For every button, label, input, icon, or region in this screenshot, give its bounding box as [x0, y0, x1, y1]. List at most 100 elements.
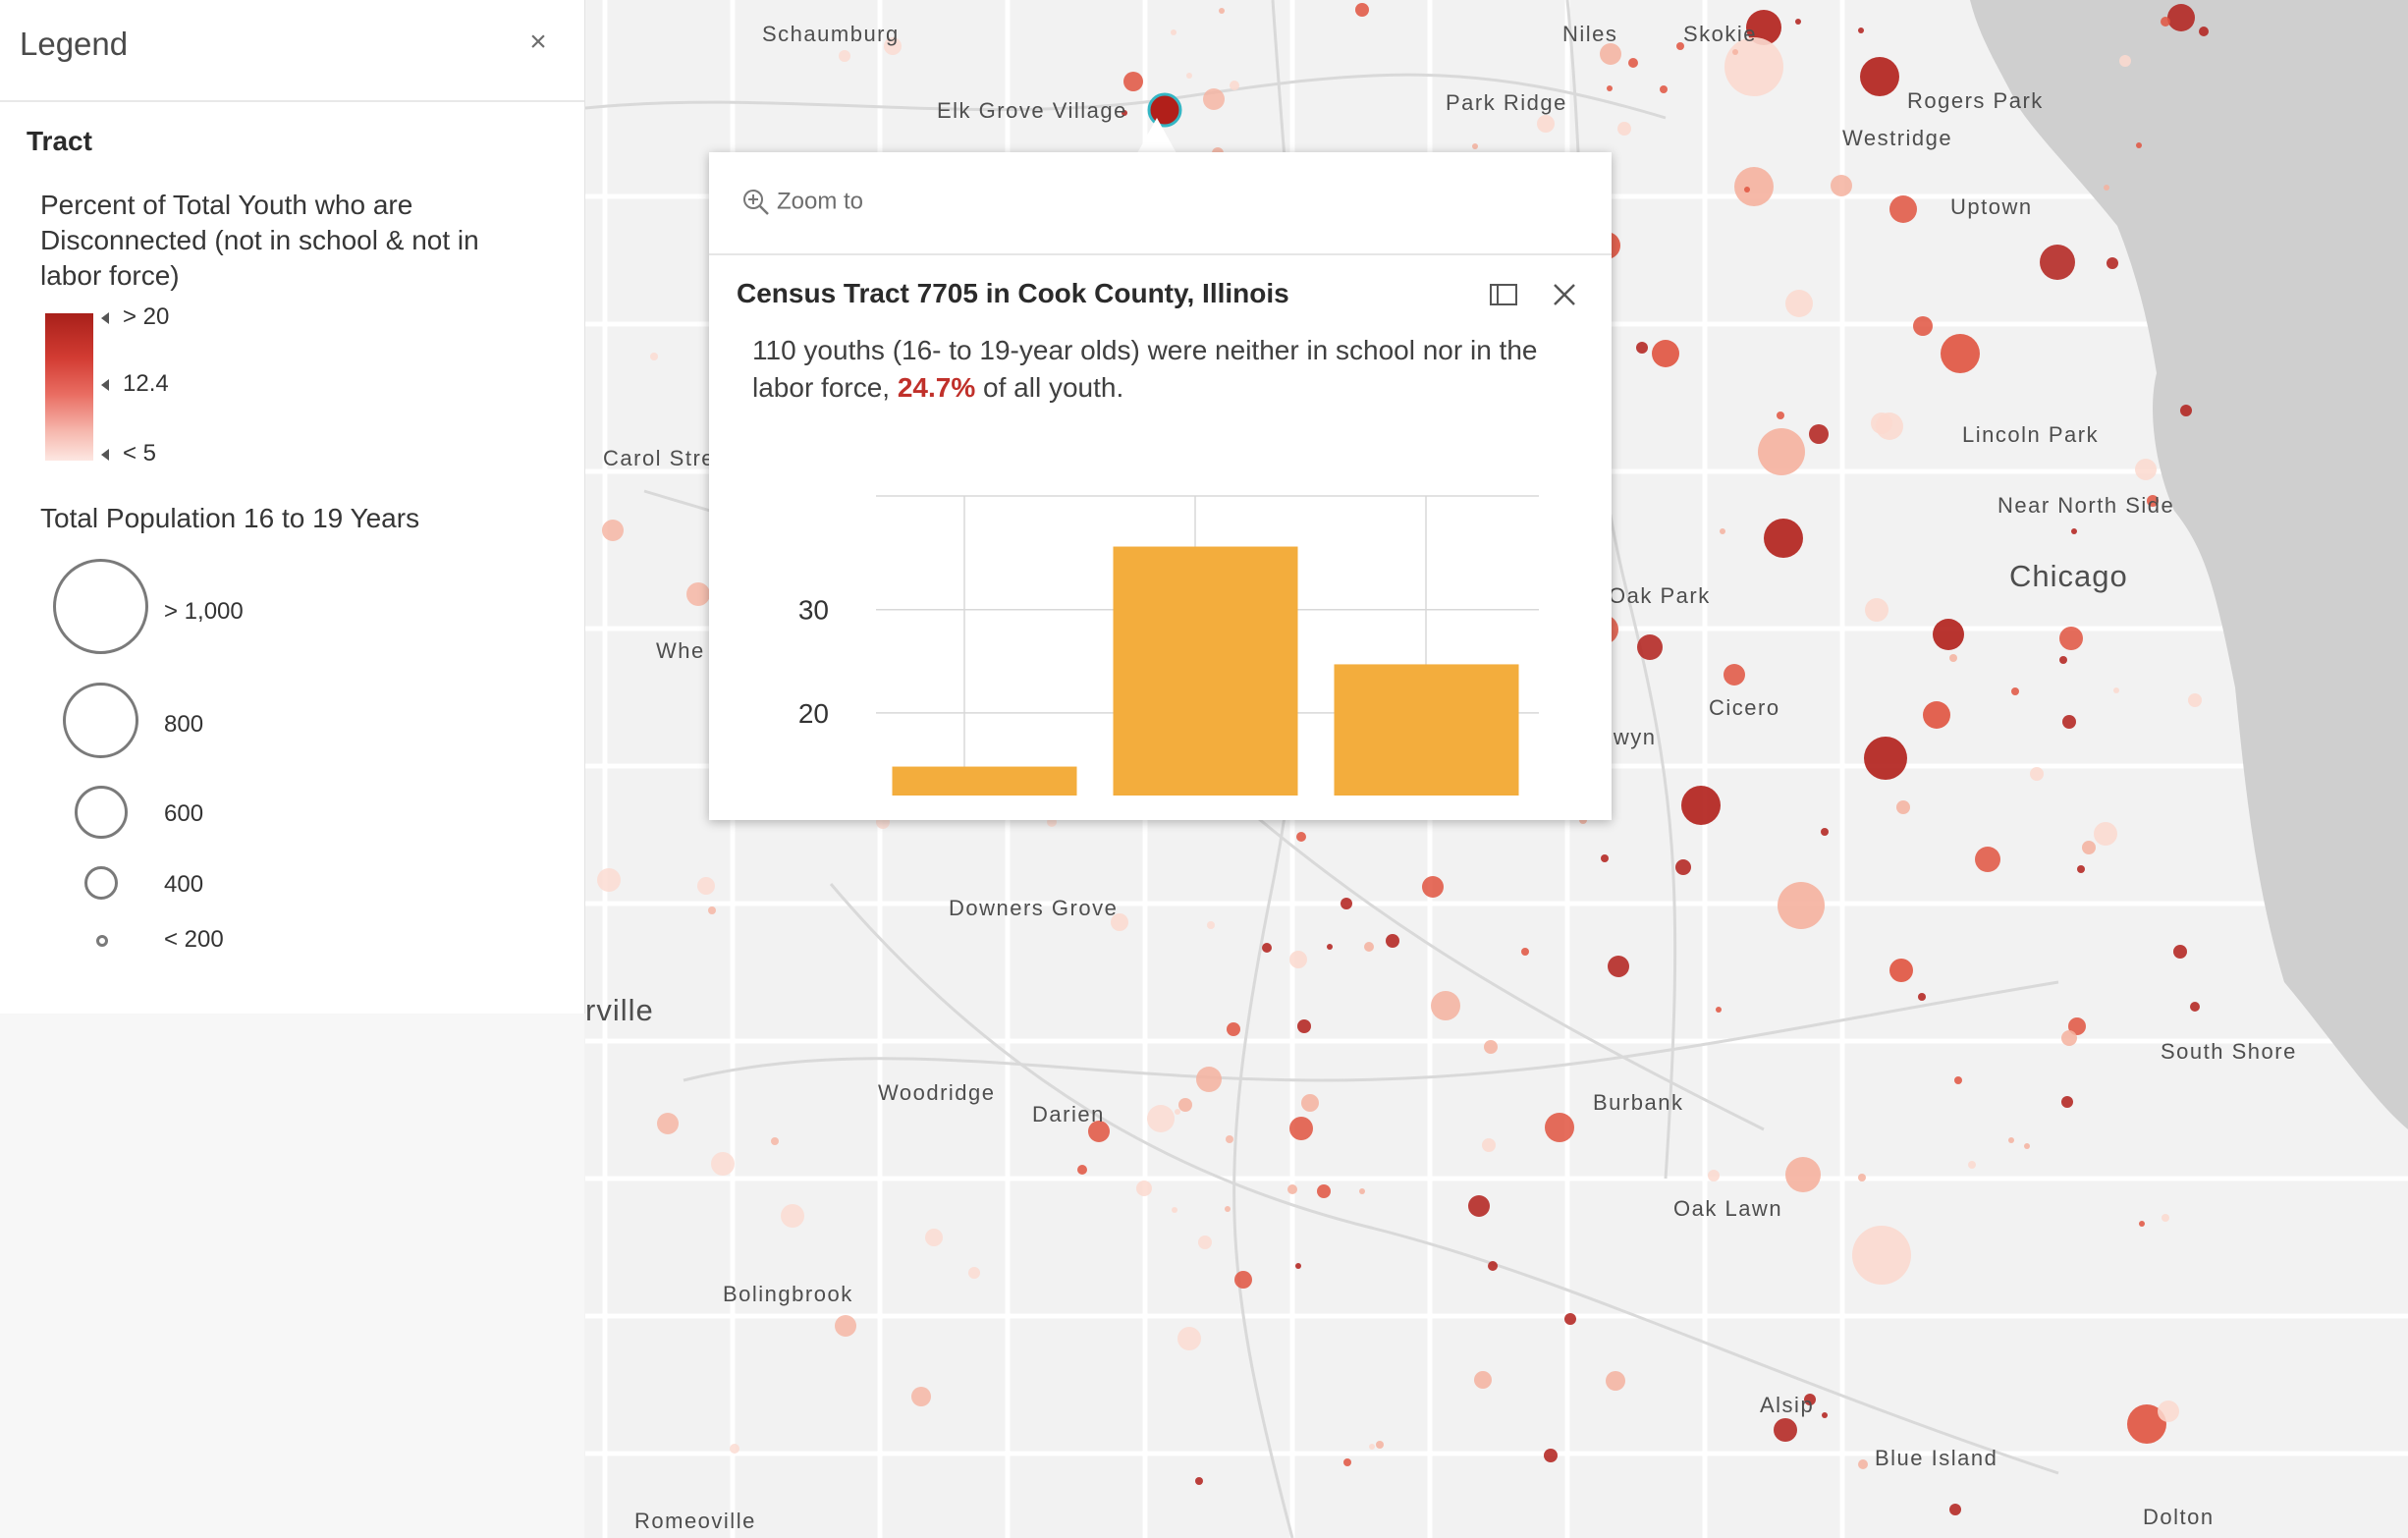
dock-icon[interactable]: [1489, 280, 1518, 309]
tract-symbol[interactable]: [2061, 1096, 2073, 1108]
tract-symbol[interactable]: [2139, 1221, 2145, 1227]
tract-symbol[interactable]: [1198, 1236, 1212, 1249]
tract-symbol[interactable]: [686, 582, 710, 606]
tract-symbol[interactable]: [2147, 495, 2159, 507]
tract-symbol[interactable]: [1795, 19, 1801, 25]
tract-symbol[interactable]: [911, 1387, 931, 1406]
tract-symbol[interactable]: [2162, 1214, 2169, 1222]
tract-symbol[interactable]: [1968, 1161, 1976, 1169]
tract-symbol[interactable]: [1785, 1157, 1821, 1192]
tract-symbol[interactable]: [1831, 175, 1852, 196]
tract-symbol[interactable]: [925, 1229, 943, 1246]
tract-symbol[interactable]: [1219, 8, 1225, 14]
tract-symbol[interactable]: [1628, 58, 1638, 68]
tract-symbol[interactable]: [1778, 882, 1825, 929]
tract-symbol[interactable]: [1764, 519, 1803, 558]
tract-symbol[interactable]: [657, 1113, 679, 1134]
tract-symbol[interactable]: [1724, 37, 1783, 96]
tract-symbol[interactable]: [1896, 800, 1910, 814]
tract-symbol[interactable]: [1136, 1181, 1152, 1196]
tract-symbol[interactable]: [1474, 1371, 1492, 1389]
tract-symbol[interactable]: [1472, 143, 1478, 149]
tract-symbol[interactable]: [730, 1444, 739, 1454]
tract-symbol[interactable]: [2104, 185, 2109, 191]
tract-symbol[interactable]: [771, 1137, 779, 1145]
tract-symbol[interactable]: [1172, 1207, 1177, 1213]
tract-symbol[interactable]: [1675, 859, 1691, 875]
bar[interactable]: [1334, 664, 1519, 796]
tract-symbol[interactable]: [1195, 1477, 1203, 1485]
tract-symbol[interactable]: [2071, 528, 2077, 534]
tract-symbol[interactable]: [1196, 1067, 1222, 1092]
tract-symbol[interactable]: [2068, 1017, 2086, 1035]
tract-symbol[interactable]: [1341, 898, 1352, 909]
tract-symbol[interactable]: [1852, 1226, 1911, 1285]
tract-symbol[interactable]: [1860, 57, 1899, 96]
tract-symbol[interactable]: [1226, 1135, 1233, 1143]
tract-symbol[interactable]: [1482, 1138, 1496, 1152]
tract-symbol[interactable]: [1949, 654, 1957, 662]
tract-symbol[interactable]: [1746, 10, 1781, 45]
tract-symbol[interactable]: [1207, 921, 1215, 929]
tract-symbol[interactable]: [1933, 619, 1964, 650]
bar[interactable]: [1113, 546, 1298, 796]
tract-symbol[interactable]: [1178, 1098, 1192, 1112]
tract-symbol[interactable]: [2107, 257, 2118, 269]
tract-symbol[interactable]: [2077, 865, 2085, 873]
tract-symbol[interactable]: [1652, 340, 1679, 367]
tract-symbol[interactable]: [2161, 17, 2170, 27]
tract-symbol[interactable]: [1821, 828, 1829, 836]
zoom-to-button[interactable]: Zoom to: [741, 188, 863, 217]
tract-symbol[interactable]: [1676, 42, 1684, 50]
tract-symbol[interactable]: [1804, 1394, 1816, 1405]
tract-symbol[interactable]: [1123, 72, 1143, 91]
tract-symbol[interactable]: [1606, 1371, 1625, 1391]
tract-symbol[interactable]: [1488, 1261, 1498, 1271]
tract-symbol[interactable]: [968, 1267, 980, 1279]
tract-symbol[interactable]: [781, 1204, 804, 1228]
tract-symbol[interactable]: [1521, 948, 1529, 956]
tract-symbol[interactable]: [2040, 245, 2075, 280]
tract-symbol[interactable]: [2127, 1404, 2166, 1444]
tract-symbol[interactable]: [1809, 424, 1829, 444]
tract-symbol[interactable]: [2190, 1002, 2200, 1012]
tract-symbol[interactable]: [1734, 167, 1774, 206]
tract-symbol[interactable]: [1744, 187, 1750, 192]
tract-symbol[interactable]: [1227, 1022, 1240, 1036]
tract-symbol[interactable]: [1617, 122, 1631, 136]
tract-symbol[interactable]: [1262, 943, 1272, 953]
tract-symbol[interactable]: [1871, 412, 1892, 434]
tract-symbol[interactable]: [1111, 913, 1128, 931]
tract-symbol[interactable]: [711, 1152, 735, 1176]
tract-symbol[interactable]: [1608, 956, 1629, 977]
tract-symbol[interactable]: [1171, 29, 1177, 35]
tract-symbol[interactable]: [697, 877, 715, 895]
tract-symbol[interactable]: [1889, 195, 1917, 223]
tract-symbol[interactable]: [1941, 334, 1980, 373]
tract-symbol[interactable]: [2082, 841, 2096, 854]
tract-symbol[interactable]: [1601, 854, 1609, 862]
tract-symbol[interactable]: [2059, 627, 2083, 650]
tract-symbol[interactable]: [1537, 115, 1555, 133]
tract-symbol[interactable]: [1822, 1412, 1828, 1418]
tract-symbol[interactable]: [1732, 49, 1738, 55]
tract-symbol[interactable]: [1954, 1076, 1962, 1084]
bar[interactable]: [892, 766, 1077, 796]
tract-symbol[interactable]: [1343, 1458, 1351, 1466]
tract-symbol[interactable]: [1077, 1165, 1087, 1175]
tract-symbol[interactable]: [2173, 945, 2187, 959]
tract-symbol[interactable]: [1203, 88, 1225, 110]
tract-symbol[interactable]: [1949, 1504, 1961, 1515]
tract-symbol[interactable]: [1544, 1449, 1558, 1462]
tract-symbol[interactable]: [2024, 1143, 2030, 1149]
tract-symbol[interactable]: [884, 37, 902, 55]
tract-symbol[interactable]: [2094, 822, 2117, 846]
tract-symbol[interactable]: [1724, 664, 1745, 686]
tract-symbol[interactable]: [1296, 832, 1306, 842]
tract-symbol[interactable]: [1681, 786, 1721, 825]
tract-symbol[interactable]: [1913, 316, 1933, 336]
tract-symbol[interactable]: [1431, 991, 1460, 1020]
tract-symbol[interactable]: [1865, 598, 1888, 622]
tract-symbol[interactable]: [1774, 1418, 1797, 1442]
tract-symbol[interactable]: [1777, 412, 1784, 419]
